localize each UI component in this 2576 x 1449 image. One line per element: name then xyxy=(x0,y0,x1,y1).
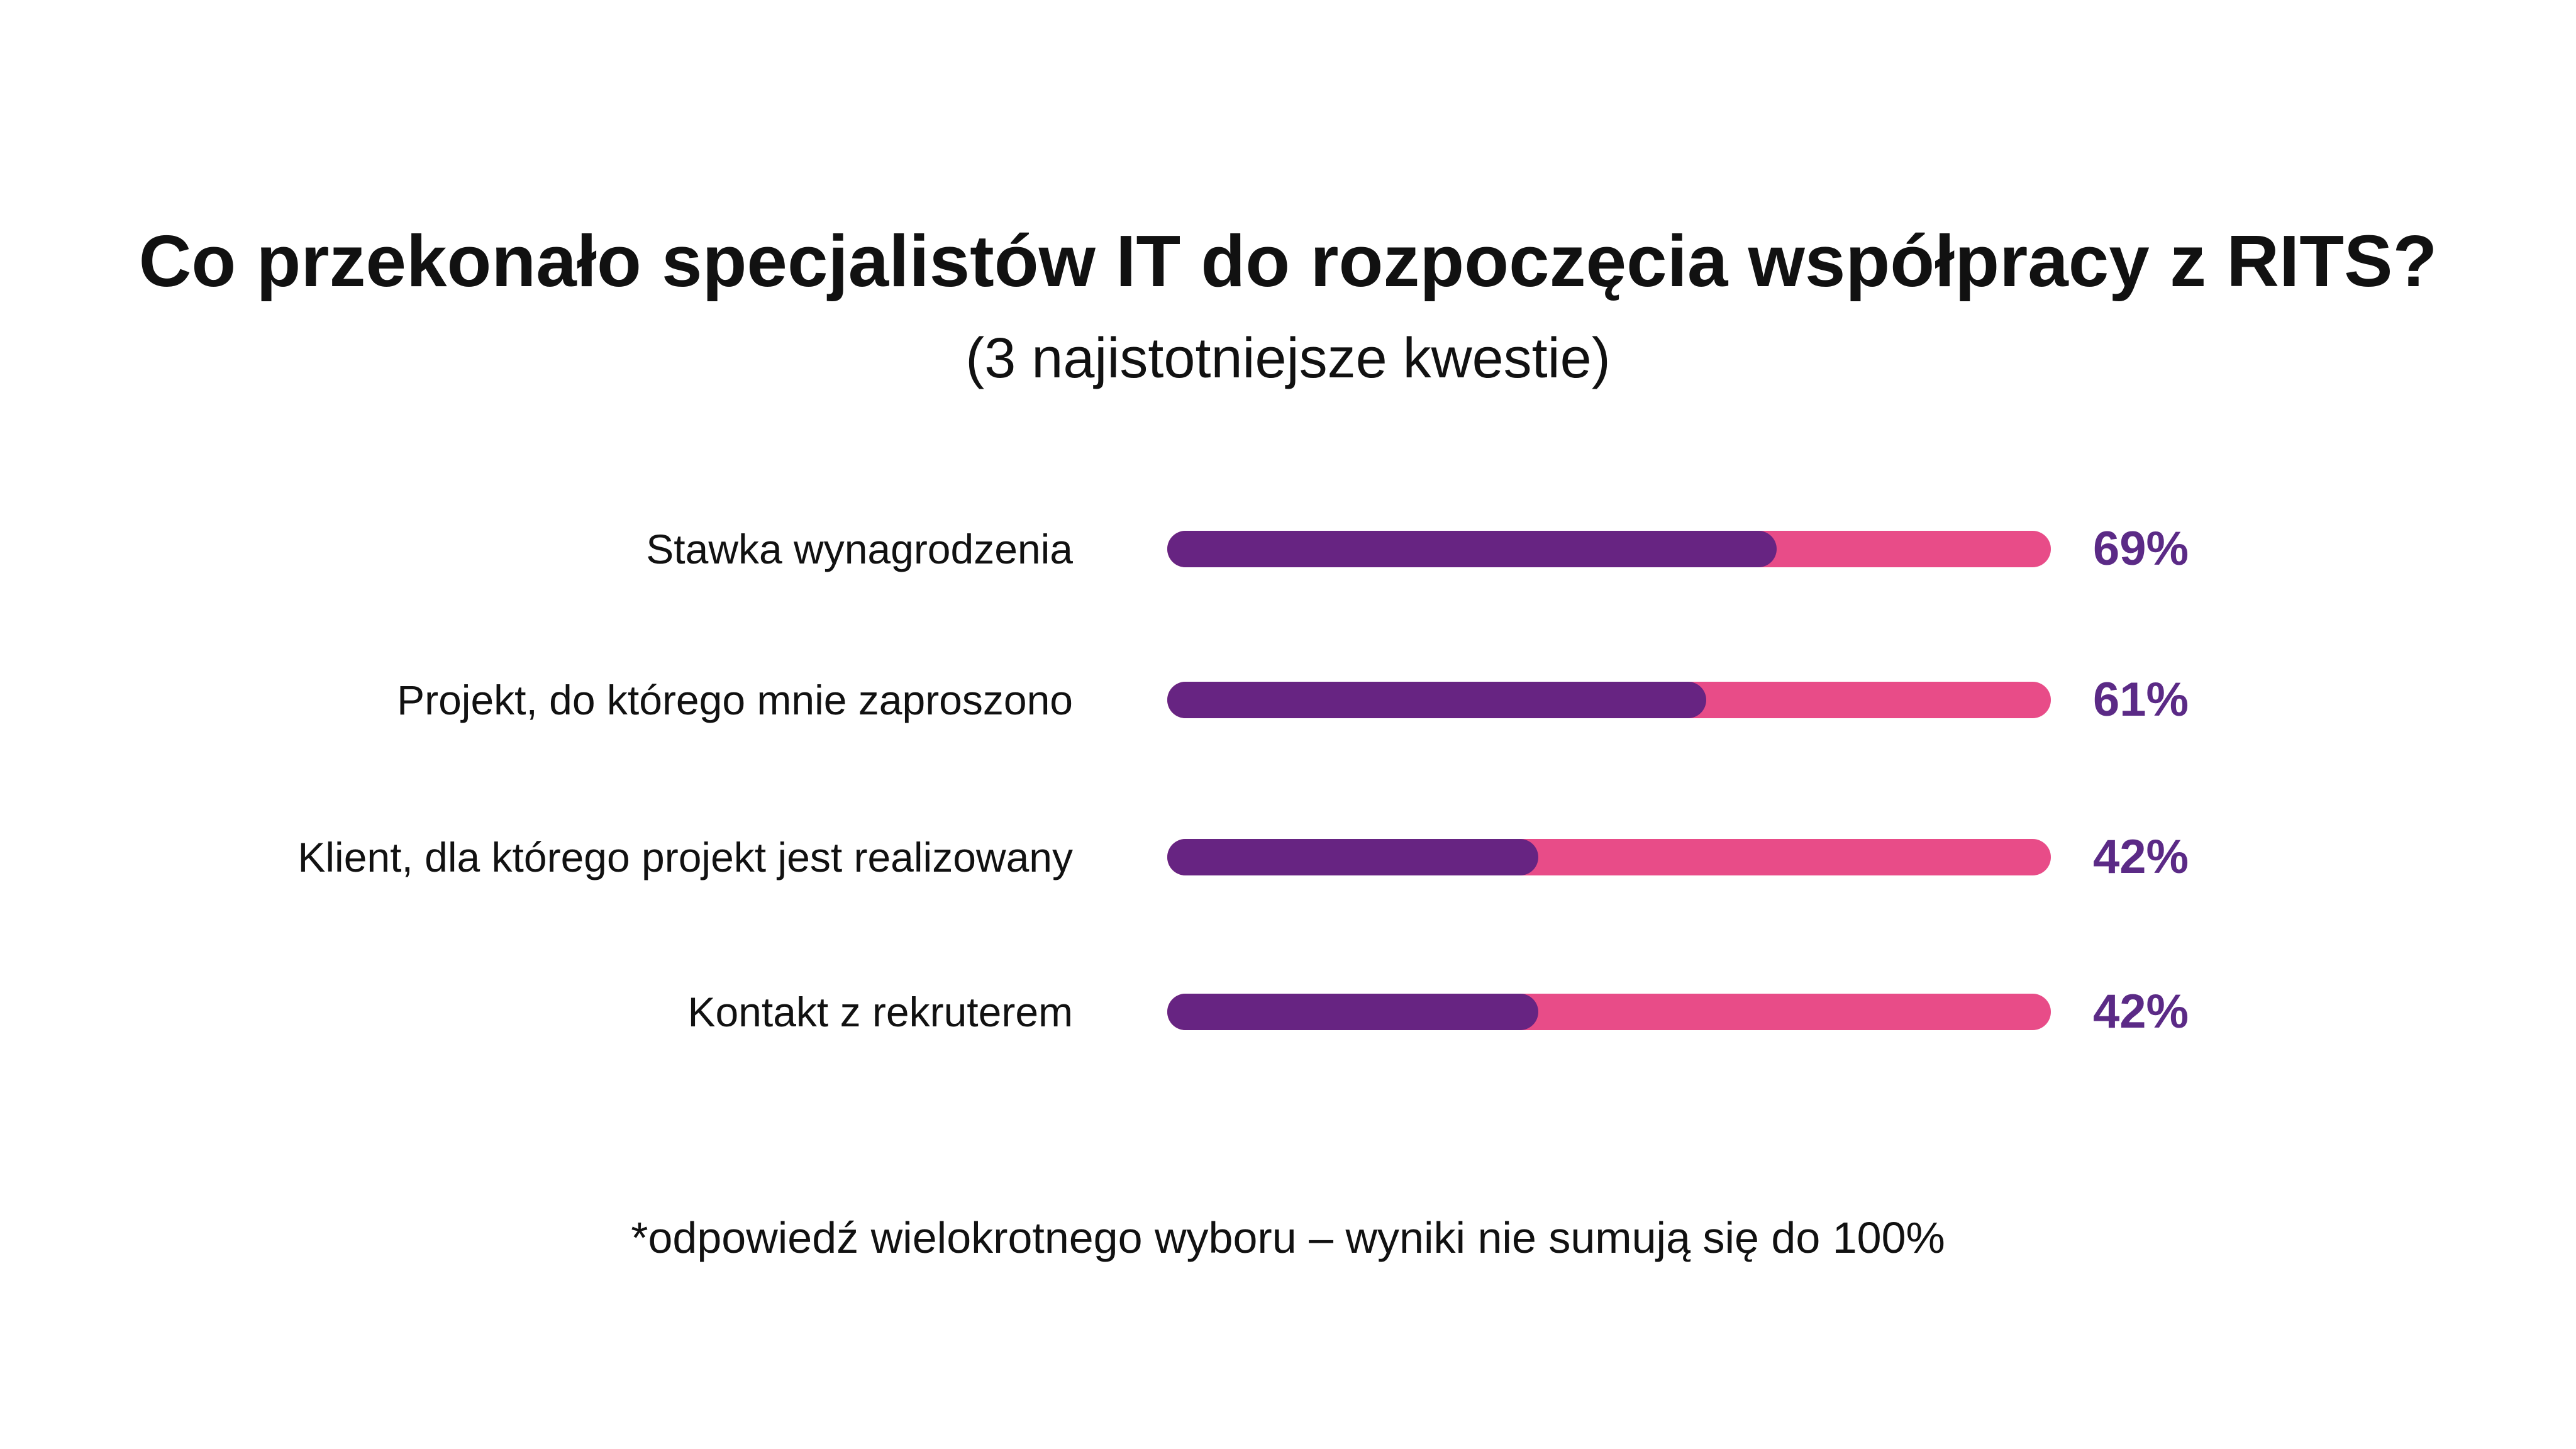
chart-title: Co przekonało specjalistów IT do rozpocz… xyxy=(138,220,2438,302)
category-label: Stawka wynagrodzenia xyxy=(646,526,1073,572)
bar-fill xyxy=(1167,994,1538,1030)
value-label: 42% xyxy=(2093,830,2189,884)
footnote: *odpowiedź wielokrotnego wyboru – wyniki… xyxy=(631,1213,1945,1262)
bar-track xyxy=(1167,682,2051,718)
bar-track xyxy=(1167,531,2051,567)
bar-fill xyxy=(1167,682,1706,718)
value-label: 61% xyxy=(2093,673,2189,726)
chart-subtitle: (3 najistotniejsze kwestie) xyxy=(965,327,1611,390)
bar-track xyxy=(1167,839,2051,875)
category-label: Klient, dla którego projekt jest realizo… xyxy=(297,834,1073,880)
category-label: Projekt, do którego mnie zaproszono xyxy=(397,677,1073,723)
bar-track xyxy=(1167,994,2051,1030)
bar-fill xyxy=(1167,839,1538,875)
value-label: 42% xyxy=(2093,985,2189,1038)
bar-fill xyxy=(1167,531,1777,567)
value-label: 69% xyxy=(2093,522,2189,575)
category-label: Kontakt z rekruterem xyxy=(687,989,1073,1035)
